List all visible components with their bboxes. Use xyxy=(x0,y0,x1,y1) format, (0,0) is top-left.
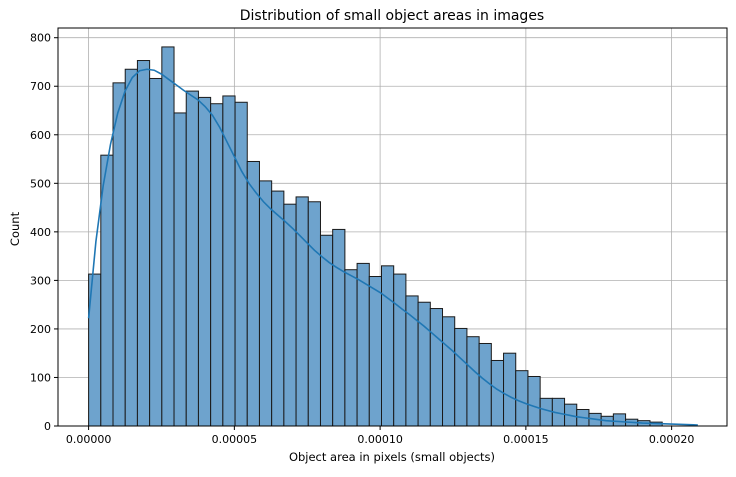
x-tick-label: 0.00020 xyxy=(649,433,695,446)
kde-density-line xyxy=(87,68,698,426)
histogram-bar xyxy=(197,96,212,427)
histogram-bar xyxy=(124,68,138,427)
y-tick-label: 400 xyxy=(30,226,51,239)
histogram-bar xyxy=(612,413,627,427)
histogram-bar xyxy=(380,265,395,427)
x-tick-label: 0.00005 xyxy=(212,433,258,446)
y-axis-label: Count xyxy=(8,211,22,246)
histogram-bar xyxy=(393,273,407,427)
histogram-bar xyxy=(527,375,541,427)
histogram-bar xyxy=(344,269,358,427)
y-tick-label: 800 xyxy=(30,32,51,45)
histogram-bar xyxy=(258,180,273,427)
histogram-bar xyxy=(136,60,151,427)
histogram-bar xyxy=(417,301,431,427)
histogram-bar xyxy=(234,101,248,427)
histogram-bar xyxy=(307,201,321,427)
histogram-bar xyxy=(161,46,175,427)
histogram-bar xyxy=(405,295,419,427)
y-tick-label: 200 xyxy=(30,323,51,336)
y-tick-label: 300 xyxy=(30,274,51,287)
histogram-bar xyxy=(246,160,260,427)
y-axis-ticks: 0 100 200 300 400 500 600 700 800 xyxy=(30,32,58,433)
histogram-bar xyxy=(539,397,553,427)
y-tick-label: 500 xyxy=(30,177,51,190)
histogram-bar xyxy=(515,370,529,427)
histogram-bar xyxy=(503,352,517,427)
histogram-bar xyxy=(368,276,382,427)
histogram-bar xyxy=(332,228,346,427)
y-tick-label: 700 xyxy=(30,80,51,93)
x-axis-label: Object area in pixels (small objects) xyxy=(289,450,495,464)
histogram-bar xyxy=(356,262,370,427)
histogram-bar xyxy=(490,359,505,427)
x-tick-label: 0.00010 xyxy=(357,433,403,446)
chart-title: Distribution of small object areas in im… xyxy=(240,8,544,24)
y-tick-label: 0 xyxy=(44,420,51,433)
plot-area-frame xyxy=(57,27,728,427)
histogram-bars xyxy=(88,46,663,427)
x-tick-label: 0.00015 xyxy=(503,433,549,446)
x-tick-label: 0.00000 xyxy=(66,433,112,446)
histogram-bar xyxy=(295,196,309,427)
x-axis-ticks: 0.00000 0.00005 0.00010 0.00015 0.00020 xyxy=(66,426,695,446)
histogram-bar xyxy=(283,203,297,427)
histogram-bar xyxy=(429,308,444,427)
histogram-bar xyxy=(149,77,163,427)
histogram-bar xyxy=(271,190,285,427)
histogram-bar xyxy=(210,103,224,427)
histogram-bar xyxy=(442,316,456,427)
histogram-bar xyxy=(185,90,199,427)
y-tick-label: 100 xyxy=(30,371,51,384)
histogram-bar xyxy=(173,112,187,427)
y-tick-label: 600 xyxy=(30,129,51,142)
histogram-bar xyxy=(112,82,126,427)
histogram-bar xyxy=(454,327,468,427)
histogram-bar xyxy=(466,336,480,427)
